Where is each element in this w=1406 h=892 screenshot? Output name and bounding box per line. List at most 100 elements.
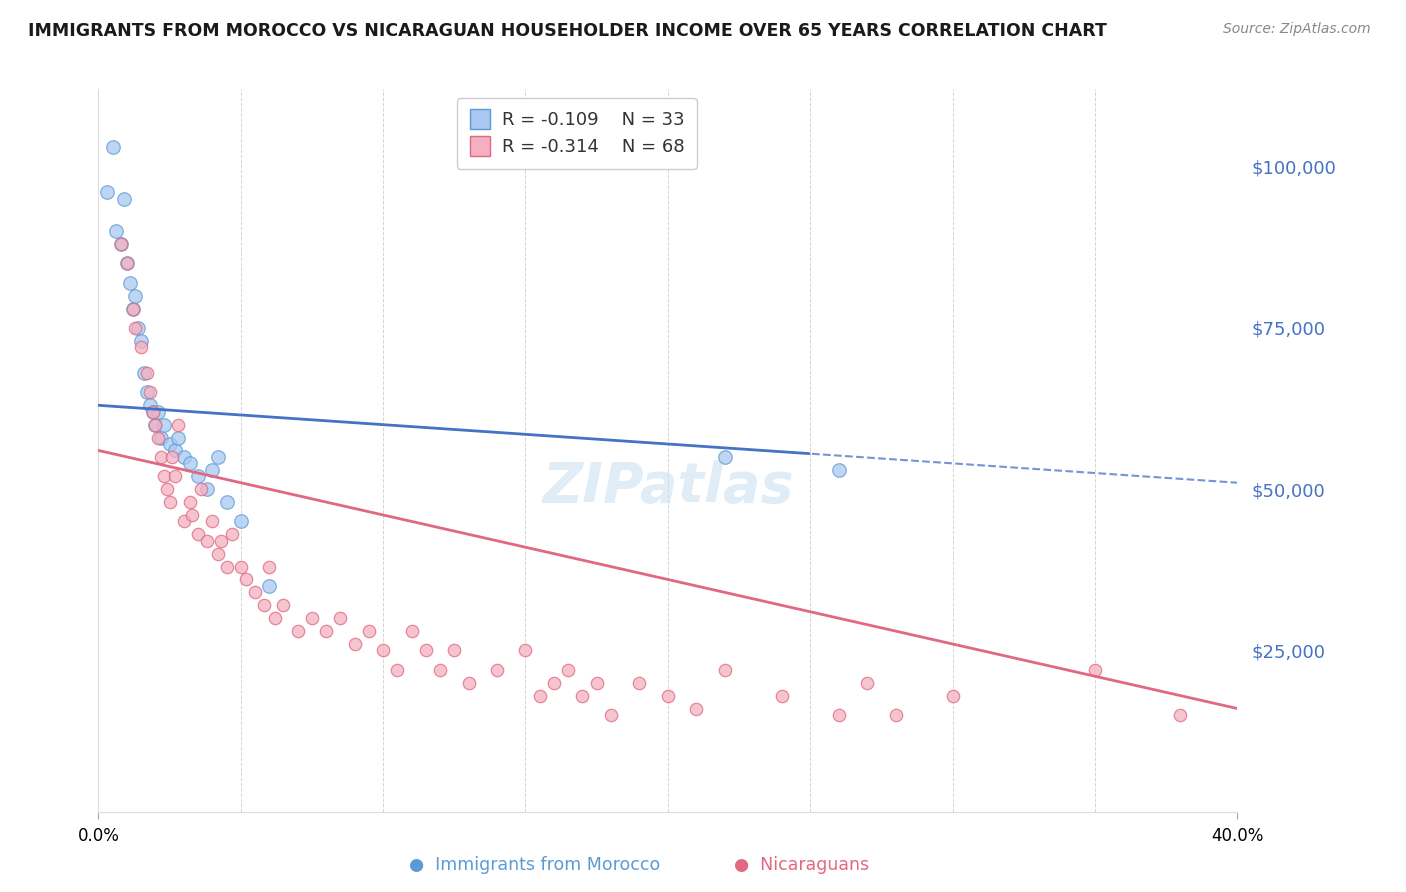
Point [173, 515, 195, 529]
Point [127, 321, 149, 335]
Point [173, 450, 195, 464]
Point [264, 611, 287, 625]
Text: ●  Immigrants from Morocco: ● Immigrants from Morocco [409, 856, 659, 874]
Point [315, 624, 337, 639]
Legend: R = -0.109    N = 33, R = -0.314    N = 68: R = -0.109 N = 33, R = -0.314 N = 68 [457, 98, 697, 169]
Point [167, 417, 190, 432]
Point [124, 321, 146, 335]
Point [942, 689, 965, 703]
Point [112, 192, 135, 206]
Point [401, 624, 423, 639]
Point [141, 405, 163, 419]
Text: ●  Nicaraguans: ● Nicaraguans [734, 856, 869, 874]
Point [343, 637, 366, 651]
Point [1170, 708, 1192, 723]
Point [628, 675, 651, 690]
Point [515, 643, 537, 657]
Point [162, 450, 184, 464]
Point [828, 463, 851, 477]
Text: ZIPatlas: ZIPatlas [543, 459, 793, 514]
Point [181, 508, 204, 522]
Point [159, 437, 181, 451]
Point [124, 288, 146, 302]
Point [167, 431, 190, 445]
Point [141, 405, 163, 419]
Point [159, 495, 181, 509]
Point [129, 334, 152, 348]
Point [187, 527, 209, 541]
Point [132, 366, 155, 380]
Point [429, 663, 451, 677]
Point [96, 186, 118, 200]
Point [243, 585, 266, 599]
Point [387, 663, 409, 677]
Point [148, 405, 170, 419]
Point [259, 559, 281, 574]
Point [209, 533, 232, 548]
Text: Source: ZipAtlas.com: Source: ZipAtlas.com [1223, 22, 1371, 37]
Point [153, 417, 176, 432]
Point [150, 431, 173, 445]
Point [129, 340, 152, 354]
Point [571, 689, 593, 703]
Point [201, 463, 224, 477]
Point [115, 256, 138, 270]
Point [165, 469, 187, 483]
Point [585, 675, 607, 690]
Point [195, 482, 218, 496]
Point [714, 450, 737, 464]
Point [229, 559, 252, 574]
Point [121, 301, 143, 316]
Point [657, 689, 679, 703]
Point [301, 611, 323, 625]
Point [685, 701, 707, 715]
Point [138, 385, 160, 400]
Point [486, 663, 509, 677]
Point [828, 708, 851, 723]
Point [190, 482, 212, 496]
Point [856, 675, 879, 690]
Point [115, 256, 138, 270]
Point [195, 533, 218, 548]
Point [121, 301, 143, 316]
Point [373, 643, 395, 657]
Point [259, 579, 281, 593]
Point [187, 469, 209, 483]
Point [201, 515, 224, 529]
Point [235, 573, 257, 587]
Point [215, 495, 238, 509]
Point [104, 224, 127, 238]
Point [110, 237, 132, 252]
Point [179, 495, 201, 509]
Point [329, 611, 352, 625]
Point [221, 527, 243, 541]
Point [150, 450, 173, 464]
Point [557, 663, 579, 677]
Point [215, 559, 238, 574]
Point [156, 482, 179, 496]
Point [273, 599, 295, 613]
Point [148, 431, 170, 445]
Point [714, 663, 737, 677]
Point [179, 456, 201, 470]
Point [287, 624, 309, 639]
Point [529, 689, 551, 703]
Point [207, 450, 229, 464]
Point [884, 708, 907, 723]
Point [357, 624, 380, 639]
Point [145, 417, 167, 432]
Text: IMMIGRANTS FROM MOROCCO VS NICARAGUAN HOUSEHOLDER INCOME OVER 65 YEARS CORRELATI: IMMIGRANTS FROM MOROCCO VS NICARAGUAN HO… [28, 22, 1107, 40]
Point [457, 675, 479, 690]
Point [207, 547, 229, 561]
Point [118, 276, 141, 290]
Point [415, 643, 437, 657]
Point [138, 398, 160, 412]
Point [600, 708, 623, 723]
Point [770, 689, 793, 703]
Point [110, 237, 132, 252]
Point [1084, 663, 1107, 677]
Point [543, 675, 565, 690]
Point [443, 643, 465, 657]
Point [101, 140, 124, 154]
Point [135, 366, 157, 380]
